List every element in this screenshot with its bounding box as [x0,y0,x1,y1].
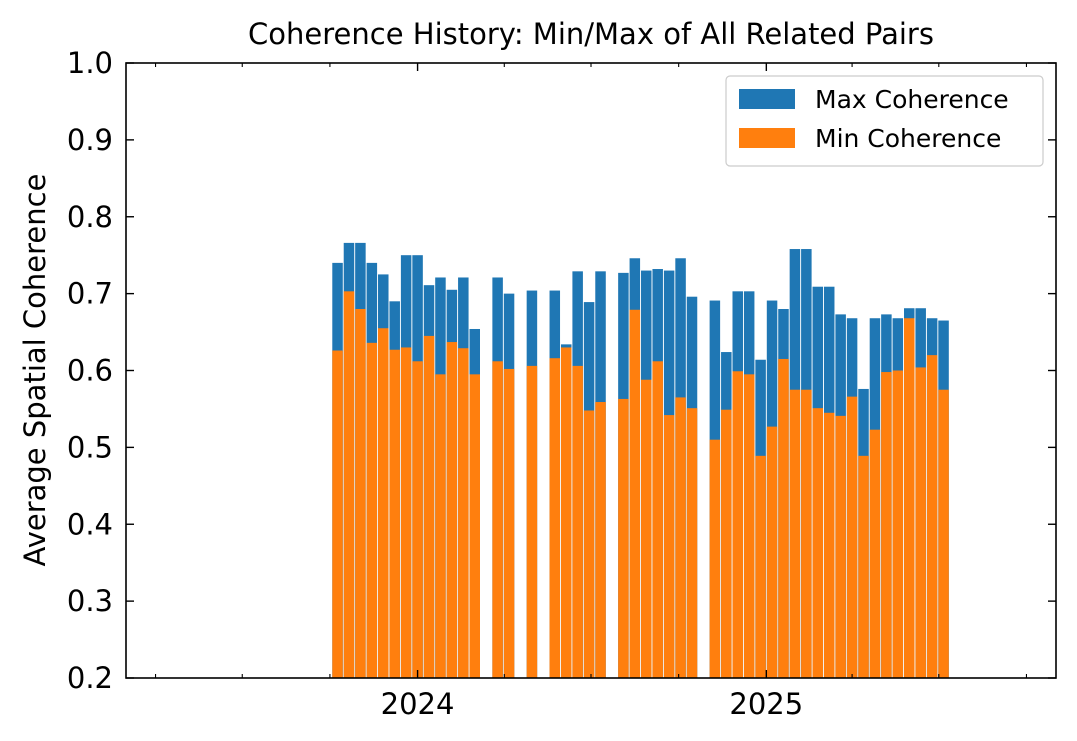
bar-min [823,412,835,678]
bar-min [652,361,663,678]
legend: Max Coherence Min Coherence [725,75,1044,167]
bar-min [343,291,355,678]
bar-min [709,439,721,678]
bar-min [492,361,503,678]
bar-min [915,367,926,678]
min-coherence-bars [332,291,949,678]
y-tick-label: 0.9 [67,123,113,157]
bar-min [686,408,698,678]
bar-min [389,349,400,678]
bar-min [846,396,858,678]
bar-min [641,379,652,678]
bar-min [446,342,458,678]
bar-min [423,335,435,678]
bar-min [721,409,732,678]
bar-min [400,347,412,678]
chart-title: Coherence History: Min/Max of All Relate… [248,17,934,51]
bar-min [572,365,583,678]
y-axis-label: Average Spatial Coherence [18,174,52,567]
bar-min [743,374,755,678]
legend-label-min: Min Coherence [815,124,1001,153]
bar-min [583,410,595,678]
plot-frame [125,62,1057,679]
y-tick-label: 0.3 [67,584,113,618]
bar-min [435,374,446,678]
bar-min [881,372,892,678]
bar-min [526,365,538,678]
bar-min [892,370,904,678]
bar-min [618,398,629,678]
bar-min [766,426,778,678]
bar-min [789,389,801,678]
bar-min [812,408,824,678]
x-tick-label: 2024 [381,687,455,721]
bar-min [629,309,641,678]
y-tick-label: 0.2 [67,661,113,695]
bar-min [858,455,869,678]
bar-min [801,389,812,678]
y-tick-label: 0.5 [67,430,113,464]
legend-box [725,75,1044,167]
bar-min [675,397,686,678]
bar-min [503,368,515,678]
bar-min [332,350,343,678]
bar-min [663,415,675,678]
axis-ticks: 0.2 0.3 0.4 0.5 0.6 0.7 0.8 0.9 1.0 2024 2025 [67,46,1056,721]
legend-swatch-max [739,89,795,109]
bar-min [355,309,366,678]
bar-min [835,415,846,678]
bar-min [560,347,572,678]
bar-min [732,371,743,678]
bar-min [904,318,915,678]
bar-min [366,342,378,678]
bar-min [938,389,949,678]
bar-min [755,455,766,678]
bar-min [412,361,423,678]
bar-min [869,429,881,678]
bar-min [549,358,561,678]
bar-min [458,348,469,678]
bar-min [926,355,938,678]
x-tick-label: 2025 [729,687,803,721]
bar-min [469,374,480,678]
y-tick-label: 1.0 [67,46,113,80]
bar-min [595,402,606,678]
bar-min [378,328,389,678]
legend-label-max: Max Coherence [815,85,1009,114]
y-tick-label: 0.6 [67,354,113,388]
y-tick-label: 0.4 [67,507,113,541]
legend-swatch-min [739,128,795,148]
y-tick-label: 0.7 [67,277,113,311]
y-tick-label: 0.8 [67,200,113,234]
bar-min [778,358,789,678]
